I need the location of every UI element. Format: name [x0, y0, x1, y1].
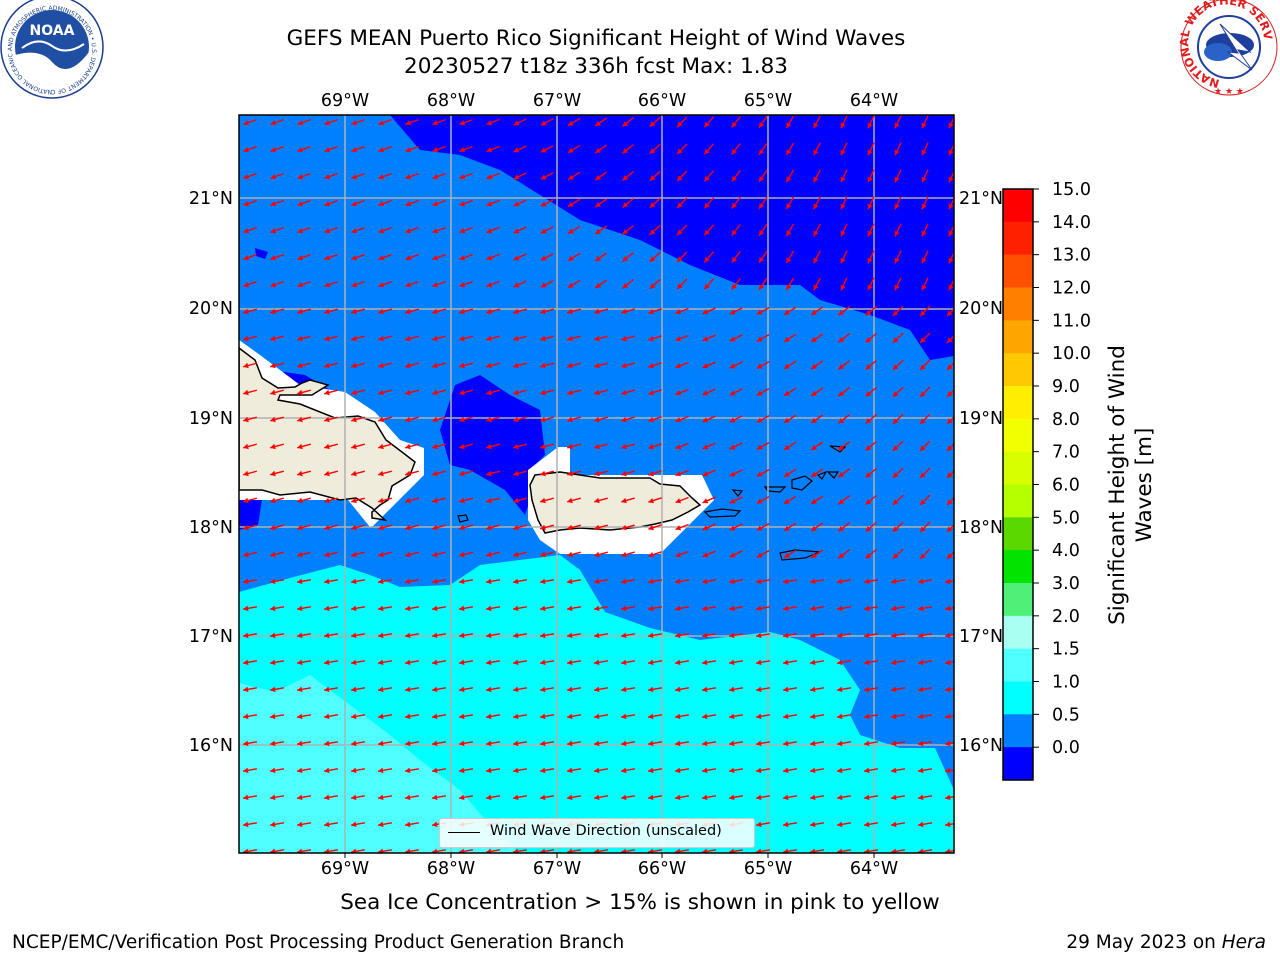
lat-label-left: 19°N: [189, 409, 233, 429]
colorbar-tick-label: 6.0: [1052, 476, 1080, 496]
colorbar-tick-label: 4.0: [1052, 541, 1080, 561]
map-legend: Wind Wave Direction (unscaled): [439, 818, 755, 848]
colorbar-tick-label: 8.0: [1052, 410, 1080, 430]
lon-label-bottom: 67°W: [533, 859, 581, 879]
chart-title: GEFS MEAN Puerto Rico Significant Height…: [286, 26, 906, 51]
lat-label-right: 18°N: [959, 518, 1003, 538]
colorbar-segment: [1003, 320, 1033, 354]
puerto-rico-land: [529, 471, 702, 534]
colorbar-tick-label: 10.0: [1052, 344, 1091, 364]
colorbar-ticks: 15.0 14.0 13.0 12.0 11.0 10.0 9.0 8.0 7.0 6.0 5.0 4…: [1033, 180, 1091, 758]
colorbar-tick-label: 9.0: [1052, 377, 1080, 397]
sea-ice-note: Sea Ice Concentration > 15% is shown in …: [340, 890, 940, 915]
wave-band-1.5-2.0: [239, 675, 520, 853]
colorbar-segment: [1003, 517, 1033, 551]
map-area: [239, 115, 954, 853]
lat-label-right: 16°N: [959, 736, 1003, 756]
colorbar-segment: [1003, 451, 1033, 485]
lat-label-left: 18°N: [189, 518, 233, 538]
wave-band-0.0-0.5-north: [390, 115, 954, 360]
lon-label-top: 67°W: [533, 91, 581, 111]
colorbar-segment: [1003, 550, 1033, 584]
lon-label-bottom: 66°W: [638, 859, 686, 879]
lat-label-right: 21°N: [959, 189, 1003, 209]
colorbar-segment: [1003, 418, 1033, 453]
colorbar-tick-label: 2.0: [1052, 607, 1080, 627]
colorbar: [1003, 189, 1033, 781]
nws-logo-icon: NATIONAL WEATHER SERVICE ★ ★ ★: [0, 0, 1278, 97]
chart-subtitle: 20230527 t18z 336h fcst Max: 1.83: [404, 54, 788, 79]
lat-label-right: 19°N: [959, 409, 1003, 429]
lon-label-top: 69°W: [321, 91, 369, 111]
colorbar-tick-label: 12.0: [1052, 279, 1091, 299]
noaa-logo-icon: NOAA NATIONAL OCEANIC AND ATMOSPHERIC AD…: [0, 0, 104, 99]
footer-host: Hera: [1221, 932, 1266, 953]
colorbar-tick-label: 11.0: [1052, 311, 1091, 331]
colorbar-segment: [1003, 747, 1033, 781]
footer-branch: NCEP/EMC/Verification Post Processing Pr…: [12, 932, 625, 953]
lat-label-left: 21°N: [189, 189, 233, 209]
colorbar-segment: [1003, 254, 1033, 288]
colorbar-segment: [1003, 386, 1033, 420]
lon-label-bottom: 68°W: [427, 859, 475, 879]
lon-label-bottom: 64°W: [850, 859, 898, 879]
lon-label-top: 65°W: [744, 91, 792, 111]
colorbar-label-line2: Waves [m]: [1132, 428, 1157, 543]
colorbar-segment: [1003, 189, 1033, 223]
lat-label-left: 17°N: [189, 627, 233, 647]
lat-label-right: 17°N: [959, 627, 1003, 647]
lat-label-left: 20°N: [189, 299, 233, 319]
legend-label: Wind Wave Direction (unscaled): [490, 823, 722, 839]
colorbar-tick-label: 3.0: [1052, 574, 1080, 594]
lon-label-top: 66°W: [638, 91, 686, 111]
colorbar-tick-label: 13.0: [1052, 246, 1091, 266]
map-frame: [238, 114, 955, 854]
colorbar-label-line1: Significant Height of Wind: [1105, 345, 1130, 625]
footer-date-text: 29 May 2023 on: [1066, 932, 1222, 953]
colorbar-segment: [1003, 714, 1033, 748]
colorbar-segment: [1003, 287, 1033, 321]
lon-label-bottom: 65°W: [744, 859, 792, 879]
noaa-logo-text: NOAA: [30, 23, 75, 39]
colorbar-segment: [1003, 484, 1033, 518]
colorbar-tick-label: 5.0: [1052, 508, 1080, 528]
colorbar-segment: [1003, 583, 1033, 617]
lon-label-top: 68°W: [427, 91, 475, 111]
colorbar-segment: [1003, 353, 1033, 387]
colorbar-tick-label: 1.0: [1052, 673, 1080, 693]
lat-label-left: 16°N: [189, 736, 233, 756]
colorbar-segment: [1003, 648, 1033, 682]
nws-ring-text: NATIONAL WEATHER SERVICE: [0, 0, 1275, 91]
colorbar-tick-label: 0.5: [1052, 705, 1080, 725]
lon-label-bottom: 69°W: [321, 859, 369, 879]
colorbar-tick-label: 7.0: [1052, 443, 1080, 463]
lon-label-top: 64°W: [850, 91, 898, 111]
colorbar-tick-label: 14.0: [1052, 213, 1091, 233]
wave-band-0.0-0.5-mona: [440, 375, 545, 515]
colorbar-tick-label: 15.0: [1052, 180, 1091, 200]
colorbar-tick-label: 0.0: [1052, 738, 1080, 758]
colorbar-tick-label: 1.5: [1052, 640, 1080, 660]
colorbar-segment: [1003, 221, 1033, 256]
svg-text:★ ★ ★: ★ ★ ★: [1214, 87, 1244, 97]
lat-label-right: 20°N: [959, 299, 1003, 319]
legend-line-icon: [448, 832, 480, 833]
footer-date: 29 May 2023 on Hera: [1066, 932, 1266, 953]
svg-text:NATIONAL WEATHER SERVICE: NATIONAL WEATHER SERVICE: [0, 0, 1275, 91]
colorbar-segment: [1003, 681, 1033, 715]
colorbar-segment: [1003, 615, 1033, 650]
